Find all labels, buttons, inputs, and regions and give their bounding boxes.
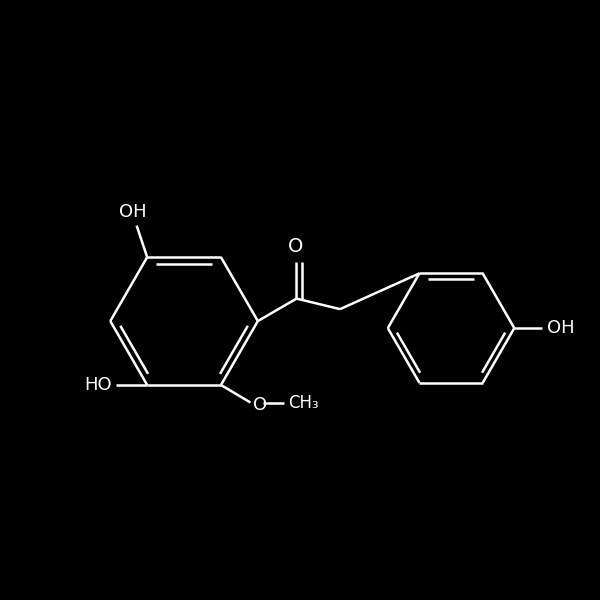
Text: OH: OH — [119, 203, 147, 221]
Text: O: O — [287, 238, 303, 256]
Text: HO: HO — [85, 376, 112, 394]
Text: CH₃: CH₃ — [288, 394, 319, 412]
Text: OH: OH — [547, 319, 575, 337]
Text: O: O — [253, 397, 266, 415]
